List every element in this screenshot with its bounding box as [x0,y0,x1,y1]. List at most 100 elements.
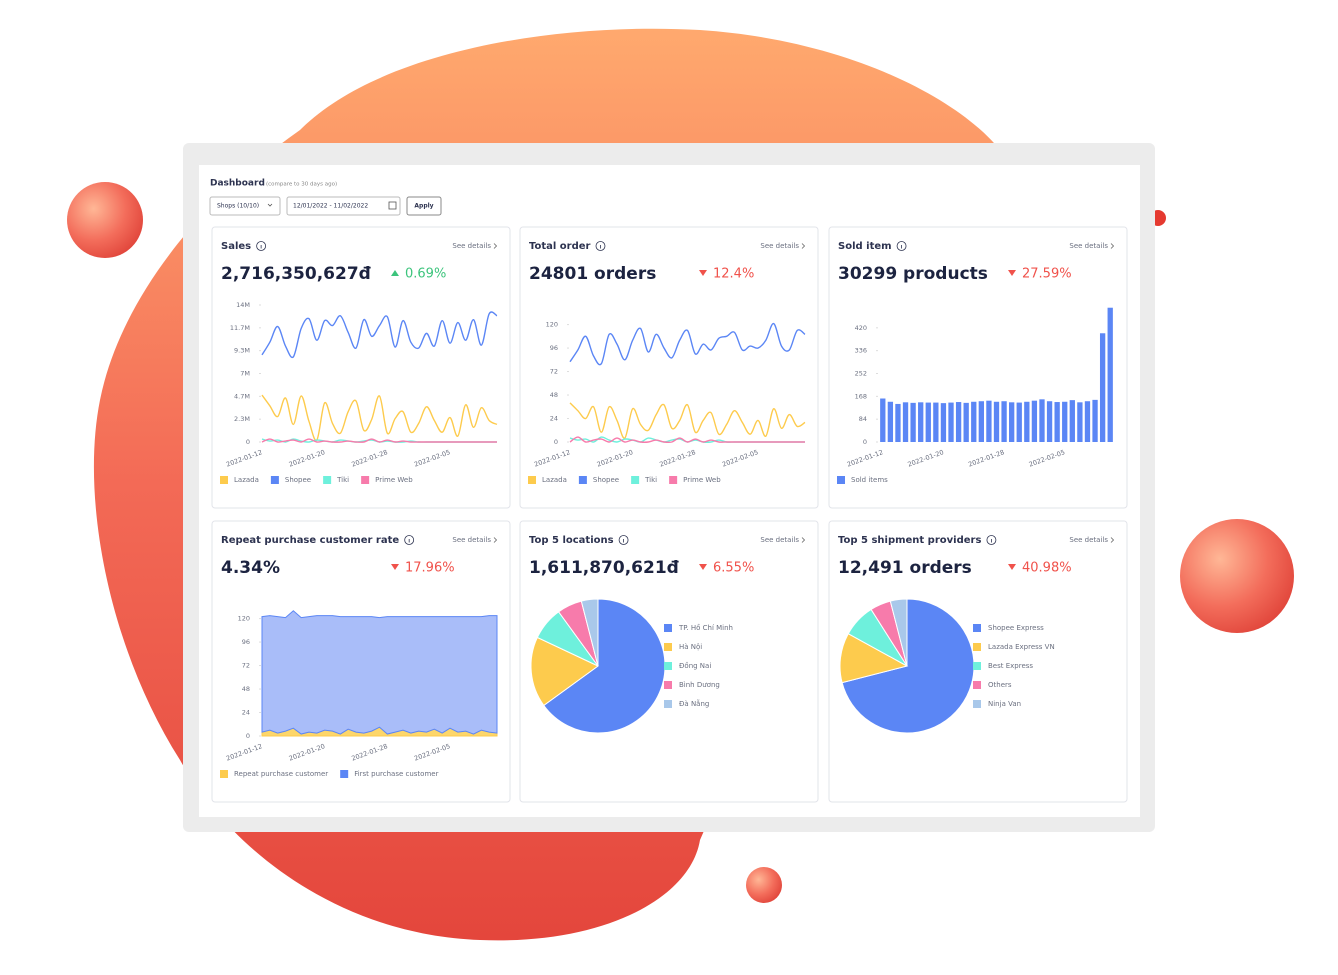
y-tick-label: 24 [242,709,250,717]
bar [978,401,984,442]
legend-swatch [837,476,845,484]
card-title: Top 5 shipment providers [838,535,981,546]
sphere [746,867,782,903]
change: 6.55% [713,561,754,576]
chevron [801,537,806,543]
legend-label: Prime Web [683,476,721,484]
legend-label: Lazada [542,476,567,484]
chevron [493,243,498,249]
legend-swatch [973,643,981,651]
y-tick-label: 0 [246,438,250,446]
trend-arrow [699,564,707,570]
info-icon [404,535,415,545]
see-details[interactable]: See details [1069,242,1108,250]
legend-label: Sold items [851,476,888,484]
bar [948,402,954,442]
chevron [267,203,273,207]
apply-label: Apply [414,203,433,210]
card [519,226,819,509]
bar [1016,402,1022,442]
legend-label: Others [988,681,1012,689]
bar [1024,401,1030,442]
y-tick-label: 7M [240,370,250,378]
chevron [493,537,498,543]
legend-swatch [664,700,672,708]
legend-label: Shopee [593,476,619,484]
see-details[interactable]: See details [452,242,491,250]
y-tick-label: 0 [246,732,250,740]
card-title: Sold item [838,241,892,252]
shop-filter[interactable] [209,196,281,216]
legend-swatch [528,476,536,484]
legend-swatch [669,476,678,484]
legend-label: Shopee Express [988,624,1044,632]
see-details[interactable]: See details [760,242,799,250]
y-tick-label: 96 [242,638,250,646]
info-icon [986,535,997,545]
line-series [569,322,806,366]
bar [925,402,931,442]
see-details[interactable]: See details [452,536,491,544]
see-details[interactable]: See details [1069,536,1108,544]
y-tick-label: 0 [863,438,867,446]
y-tick-label: 9.3M [234,347,250,355]
legend-swatch [270,476,279,484]
legend-swatch [664,624,672,632]
date-range[interactable] [286,196,401,216]
bar [910,402,916,442]
pie-slice [580,598,599,667]
bar [986,400,992,442]
sphere [1180,519,1294,633]
bar [1046,401,1053,442]
trend-arrow [1008,270,1016,276]
legend-swatch [664,643,672,651]
apply-button[interactable] [406,196,442,216]
bar [887,401,894,442]
y-tick-label: 96 [550,344,558,352]
legend-swatch [220,770,228,778]
legend-label: Lazada [234,476,259,484]
y-tick-label: 14M [236,301,250,309]
line-series [569,402,806,439]
headline: 1,611,870,621đ [529,558,680,578]
area-series [261,610,498,735]
legend-swatch [973,662,981,670]
bar [933,402,939,442]
bar [1107,307,1113,442]
bar [1031,400,1038,442]
headline: 24801 orders [529,264,656,284]
card [211,226,511,509]
bar [1069,400,1075,442]
y-tick-label: 120 [238,615,250,623]
pie-slice [530,636,599,707]
legend-label: Ninja Van [988,700,1021,708]
legend-swatch [973,700,981,708]
y-tick-label: 168 [855,392,867,400]
legend-label: Tiki [336,476,349,484]
change: 0.69% [405,267,446,282]
bar [1039,399,1045,442]
y-tick-label: 48 [550,391,558,399]
legend-swatch [220,476,228,484]
bar [1077,402,1083,442]
bar [1084,401,1091,442]
legend-swatch [664,681,672,689]
bar [1062,401,1068,442]
bar [963,402,969,442]
legend-label: Best Express [988,662,1033,670]
see-details[interactable]: See details [760,536,799,544]
legend-swatch [631,476,640,484]
legend-swatch [323,476,332,484]
card-title: Sales [221,241,251,252]
chevron [801,243,806,249]
bar [1001,401,1007,442]
y-tick-label: 0 [554,438,558,446]
line-series [569,436,805,444]
headline: 12,491 orders [838,558,972,578]
change: 40.98% [1022,561,1072,576]
legend-label: Shopee [285,476,311,484]
y-tick-label: 120 [546,321,558,329]
info-icon [595,241,606,251]
legend-swatch [664,662,672,670]
legend-swatch [361,476,370,484]
